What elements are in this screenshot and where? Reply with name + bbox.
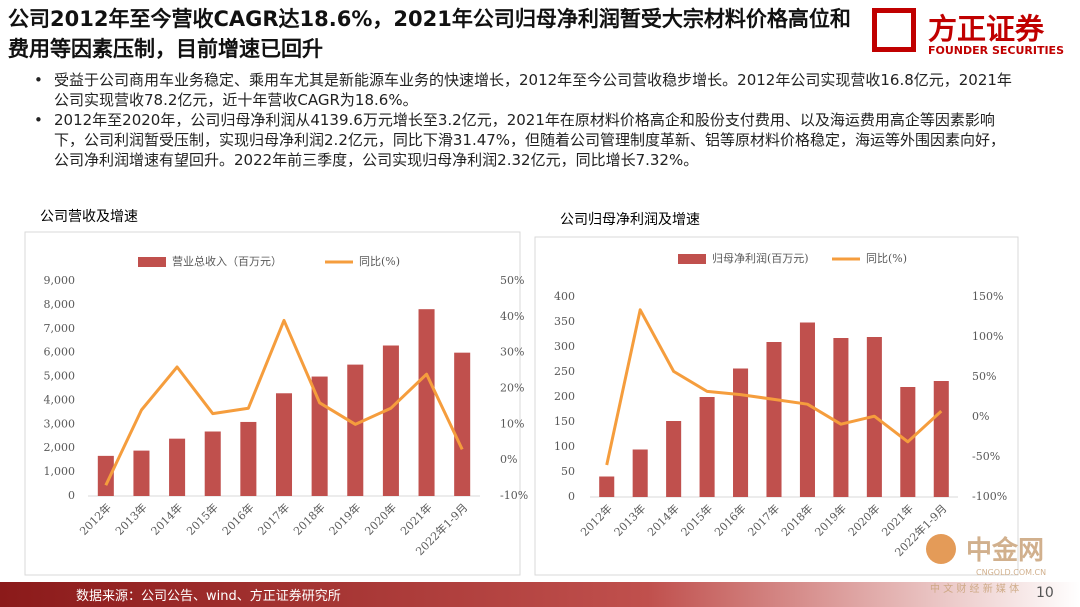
x-tick-label: 2018年 (290, 500, 327, 537)
x-tick-label: 2012年 (577, 501, 614, 538)
bar (347, 364, 364, 496)
bar (97, 455, 114, 496)
line (605, 308, 943, 466)
y2-tick-label: 50% (972, 370, 996, 383)
y-tick-label: 3,000 (44, 417, 76, 430)
y2-tick-label: 50% (500, 274, 524, 287)
x-tick-label: 2015年 (678, 501, 715, 538)
y2-tick-label: -10% (500, 489, 528, 502)
y2-tick-label: -50% (972, 450, 1000, 463)
x-tick-label: 2013年 (611, 501, 648, 538)
bar (275, 393, 293, 496)
x-tick-label: 2017年 (255, 500, 292, 537)
bar (382, 345, 399, 496)
x-tick-label: 2020年 (845, 501, 882, 538)
slide-title: 公司2012年至今营收CAGR达18.6%，2021年公司归母净利润暂受大宗材料… (8, 7, 851, 61)
y2-tick-label: 40% (500, 310, 524, 323)
bar (418, 309, 435, 496)
y-tick-label: 300 (554, 340, 575, 353)
bar (699, 397, 715, 497)
legend-label: 同比(%) (866, 252, 907, 265)
y-tick-label: 1,000 (44, 465, 76, 478)
bar (632, 449, 648, 497)
bar (169, 438, 186, 496)
bullet: 2012年至2020年，公司归母净利润从4139.6万元增长至3.2亿元，202… (28, 110, 1013, 170)
x-tick-label: 2014年 (148, 500, 185, 537)
y-tick-label: 5,000 (44, 370, 76, 383)
y-tick-label: 8,000 (44, 298, 76, 311)
logo: 方正证券 FOUNDER SECURITIES (872, 6, 1072, 58)
x-tick-label: 2015年 (183, 500, 220, 537)
bullet: 受益于公司商用车业务稳定、乘用车尤其是新能源车业务的快速增长，2012年至今公司… (28, 70, 1013, 110)
y2-tick-label: -100% (972, 490, 1007, 503)
y-tick-label: 150 (554, 415, 575, 428)
x-tick-label: 2016年 (711, 501, 748, 538)
y2-tick-label: 30% (500, 346, 524, 359)
y2-tick-label: 0% (500, 453, 517, 466)
watermark-icon (926, 534, 956, 564)
x-tick-label: 2012年 (77, 500, 114, 537)
bar (833, 338, 849, 497)
logo-text: 方正证券 (928, 12, 1045, 46)
y-tick-label: 350 (554, 315, 575, 328)
y-tick-label: 4,000 (44, 393, 76, 406)
chart-title: 公司营收及增速 (40, 209, 138, 225)
bar (454, 352, 471, 496)
y2-tick-label: 100% (972, 330, 1003, 343)
watermark-domain: CNGOLD.COM.CN (976, 568, 1047, 577)
y-tick-label: 2,000 (44, 441, 76, 454)
y-tick-label: 7,000 (44, 322, 76, 335)
bar (599, 476, 615, 497)
x-tick-label: 2019年 (326, 500, 363, 537)
legend-swatch (678, 254, 706, 264)
x-tick-label: 2014年 (644, 501, 681, 538)
y-tick-label: 9,000 (44, 274, 76, 287)
y-tick-label: 400 (554, 290, 575, 303)
y2-tick-label: 0% (972, 410, 989, 423)
y-tick-label: 250 (554, 365, 575, 378)
y-tick-label: 6,000 (44, 346, 76, 359)
watermark-slogan: 中 文 财 经 新 媒 体 (930, 584, 1020, 595)
legend-label: 归母净利润(百万元) (712, 251, 809, 265)
bar (766, 342, 782, 497)
x-tick-label: 2019年 (812, 501, 849, 538)
source: 数据来源：公司公告、wind、方正证券研究所 (76, 589, 341, 604)
x-tick-label: 2016年 (219, 500, 256, 537)
legend-swatch (138, 257, 166, 267)
bar (311, 376, 328, 496)
chart-frame (24, 231, 521, 576)
y-tick-label: 0 (68, 489, 75, 502)
bar (799, 322, 815, 497)
x-tick-label: 2018年 (778, 501, 815, 538)
bar (204, 431, 221, 496)
logo-en: FOUNDER SECURITIES (928, 44, 1064, 57)
logo-mark (872, 8, 916, 52)
y-tick-label: 200 (554, 390, 575, 403)
line (104, 318, 464, 486)
y-tick-label: 100 (554, 440, 575, 453)
x-tick-label: 2013年 (112, 500, 149, 537)
x-tick-label: 2020年 (362, 500, 399, 537)
page-number: 10 (1036, 585, 1054, 601)
footer-band (0, 582, 1080, 607)
legend-label: 营业总收入（百万元） (172, 254, 282, 268)
y-tick-label: 50 (561, 465, 575, 478)
y2-tick-label: 10% (500, 417, 524, 430)
chart-title: 公司归母净利润及增速 (560, 212, 700, 228)
y2-tick-label: 20% (500, 382, 524, 395)
bar (933, 381, 949, 497)
y2-tick-label: 150% (972, 290, 1003, 303)
bullets: 受益于公司商用车业务稳定、乘用车尤其是新能源车业务的快速增长，2012年至今公司… (28, 70, 1013, 170)
y-tick-label: 0 (568, 490, 575, 503)
legend-label: 同比(%) (359, 255, 400, 268)
x-tick-label: 2017年 (745, 501, 782, 538)
bar (666, 421, 682, 497)
bar (240, 421, 257, 496)
watermark-name: 中金网 (966, 536, 1045, 566)
bar (733, 368, 749, 497)
chart-frame (534, 236, 1019, 576)
bar (133, 450, 150, 496)
